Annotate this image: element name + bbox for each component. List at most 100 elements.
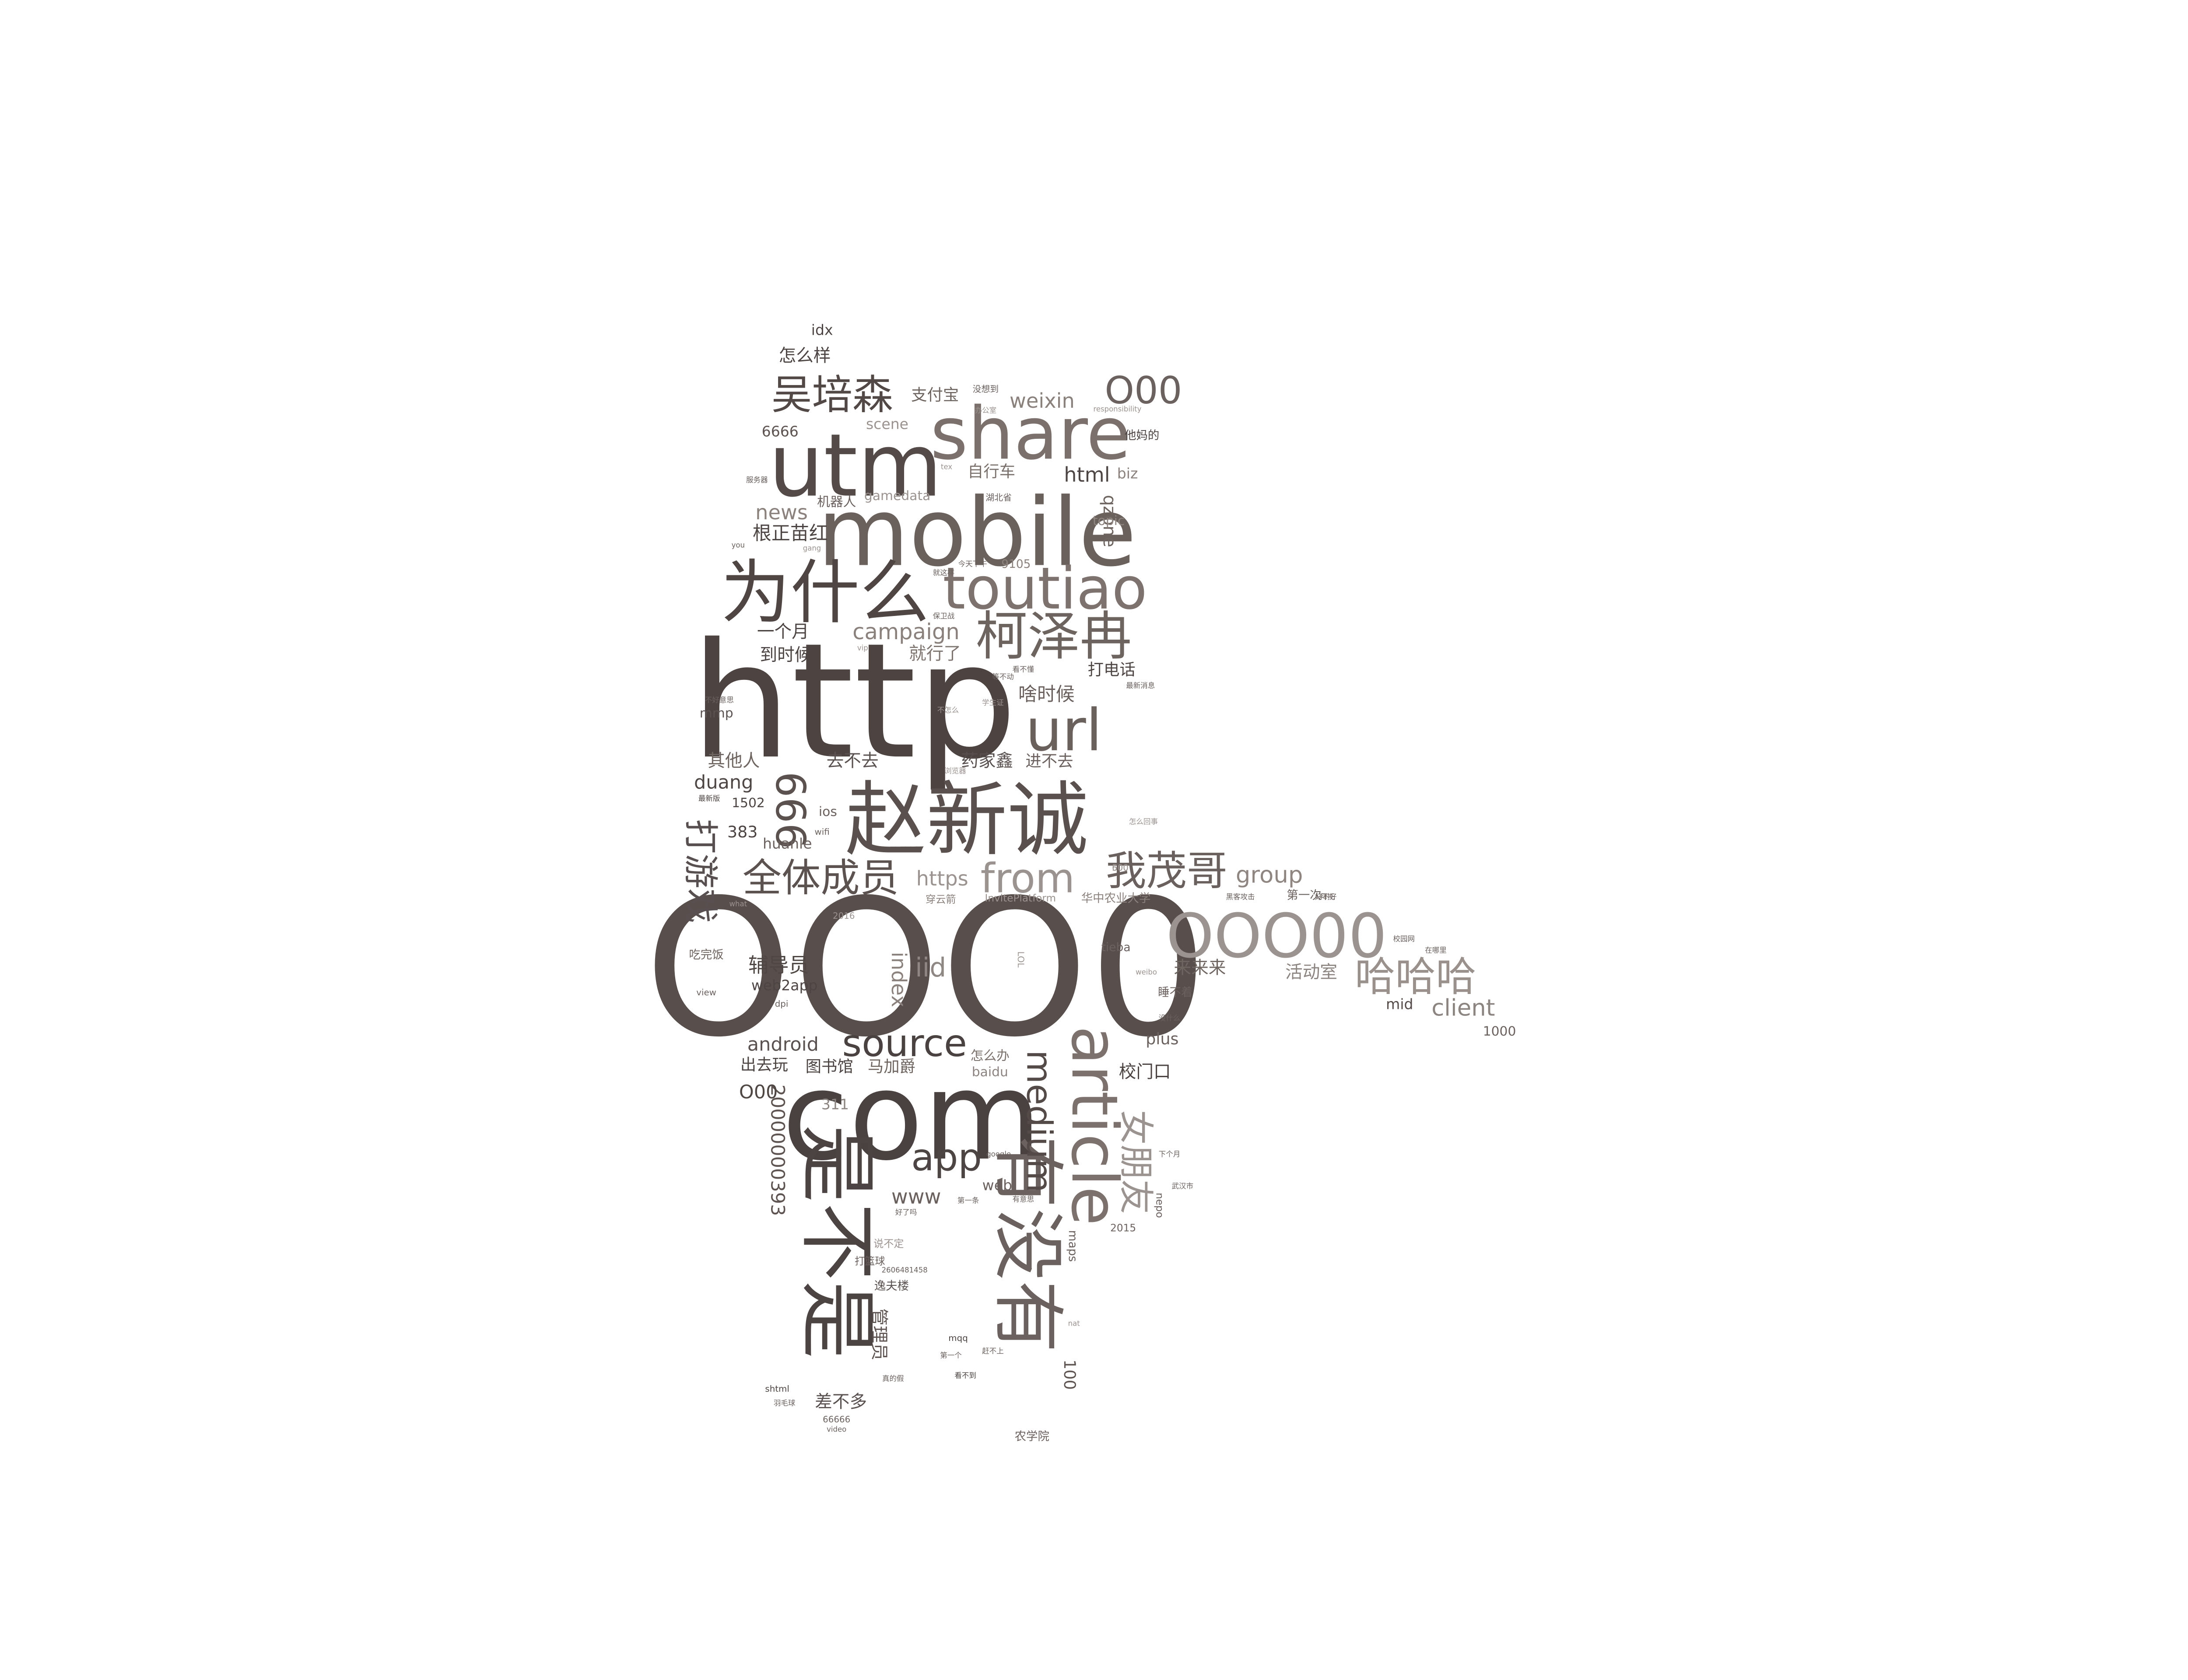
word-duang-43: duang: [694, 771, 754, 794]
word-mqq-105: mqq: [948, 1333, 968, 1344]
word-iid-29: iid: [915, 952, 947, 983]
word-index-32: index: [887, 952, 911, 1008]
word-cjk-129: 没什么: [1158, 1014, 1181, 1023]
word-web2app-77: web2app: [751, 976, 818, 994]
word-cjk-38: 根正苗红: [752, 522, 828, 545]
word-lol-99: LOL: [1015, 951, 1026, 968]
word-biz-60: biz: [1117, 465, 1138, 482]
word-cjk-118: 学生证: [982, 699, 1004, 707]
word-cjk-140: 真的假: [882, 1374, 904, 1383]
word-source-21: source: [842, 1021, 967, 1065]
word-311-75: 311: [821, 1096, 849, 1113]
word-cjk-130: 校园网: [1393, 934, 1415, 943]
word-cjk-7: 为什么: [721, 553, 929, 634]
word-cjk-121: 不好意思: [705, 696, 734, 704]
word-ios-83: ios: [818, 804, 837, 819]
word-nepo-91: nepo: [1154, 1193, 1165, 1218]
word-2606481458-151: 2606481458: [881, 1266, 928, 1274]
word-what-123: what: [729, 900, 747, 908]
word-6666-59: 6666: [761, 423, 799, 440]
word-cjk-18: 全体成员: [742, 855, 899, 901]
word-campaign-28: campaign: [852, 619, 960, 645]
word-cjk-131: 黑客攻击: [1226, 892, 1255, 901]
word-cjk-114: 今天下午: [958, 560, 987, 568]
word-cjk-71: 出去玩: [740, 1055, 788, 1074]
word-cjk-139: 赶不上: [982, 1347, 1004, 1355]
word-from-19: from: [980, 854, 1075, 902]
word-cjk-134: 第一条: [957, 1196, 979, 1205]
word-cjk-49: 就行了: [909, 644, 961, 664]
word-video-106: video: [827, 1425, 847, 1434]
word-100-80: 100: [1060, 1359, 1080, 1390]
word-1502-82: 1502: [732, 795, 765, 811]
word-nat-146: nat: [1068, 1320, 1080, 1328]
word-cjk-127: 武汉市: [1171, 1182, 1193, 1190]
word-ooo00-12: OOO00: [1166, 900, 1387, 972]
word-9105-62: 9105: [1001, 557, 1031, 571]
word-cjk-64: 活动室: [1285, 962, 1338, 982]
word-web-76: web: [982, 1176, 1013, 1194]
word-responsibility-112: responsibility: [1093, 405, 1142, 413]
word-mid-66: mid: [1386, 995, 1413, 1013]
word-mobile-3: mobile: [817, 477, 1137, 588]
word-20000000393-39: 20000000393: [766, 1085, 789, 1216]
word-cjk-98: 第一次: [1287, 889, 1322, 903]
word-cjk-69: 图书馆: [805, 1057, 853, 1076]
word-cjk-144: 在哪里: [1425, 946, 1447, 955]
word-cjk-78: 差不多: [815, 1392, 867, 1412]
word-dpi-102: dpi: [775, 999, 789, 1009]
word-inviteplatform-96: InvitePlatform: [985, 892, 1056, 904]
word-cjk-145: 有意思: [1012, 1195, 1034, 1204]
word-google-126: google: [986, 1150, 1011, 1159]
word-cjk-97: 穿云箭: [926, 894, 956, 906]
word-2016-103: 2016: [833, 910, 855, 921]
word-www-42: www: [891, 1185, 941, 1209]
word-cjk-122: 最新版: [698, 794, 720, 803]
word-com-2: com: [782, 1046, 1042, 1188]
word-cjk-95: 华中农业大学: [1081, 891, 1151, 905]
word-cjk-56: 机器人: [817, 494, 856, 510]
word-cjk-47: 进不去: [1025, 751, 1073, 770]
word-tieba-86: tieba: [1101, 941, 1131, 955]
word-66666-107: 66666: [823, 1414, 851, 1424]
word-cjk-124: 服务器: [746, 476, 768, 484]
word-cjk-68: 校门口: [1119, 1062, 1171, 1082]
word-cjk-52: 到时候: [760, 645, 812, 665]
word-cjk-119: 不怎么: [937, 706, 959, 714]
word-500-152: 500: [1112, 863, 1129, 873]
word-cjk-135: 好了吗: [895, 1208, 917, 1217]
word-cjk-72: 怎么办: [970, 1048, 1010, 1064]
word-cjk-116: 看不懂: [1012, 665, 1034, 674]
word-o00-74: O00: [739, 1081, 778, 1103]
word-cjk-142: 拜托: [1320, 892, 1335, 901]
word-cjk-55: 自行车: [968, 462, 1016, 481]
word-weixin-34: weixin: [1009, 389, 1075, 413]
word-wifi-100: wifi: [814, 826, 830, 837]
word-gang-150: gang: [803, 544, 821, 553]
word-news-37: news: [755, 500, 808, 524]
word-cjk-46: 药家鑫: [961, 750, 1013, 771]
word-cjk-48: 其他人: [708, 750, 760, 771]
word-cjk-13: 柯泽冉: [975, 606, 1132, 667]
word-cjk-88: 吃完饭: [689, 948, 724, 962]
word-group-27: group: [1235, 861, 1303, 889]
word-app-22: app: [911, 1135, 982, 1180]
word-html-35: html: [1064, 462, 1110, 486]
word-mmp-84: mmp: [699, 705, 733, 721]
word-383-81: 383: [727, 822, 758, 841]
word-plus-67: plus: [1146, 1029, 1179, 1048]
word-cjk-94: 说不定: [873, 1238, 904, 1250]
word-1000-85: 1000: [1483, 1024, 1516, 1040]
word-cjk-138: 第一个: [940, 1351, 962, 1360]
word-share-5: share: [930, 392, 1131, 476]
word-cjk-6: 赵新诚: [845, 773, 1089, 868]
word-cjk-108: 农学院: [1014, 1430, 1049, 1444]
word-cjk-132: 怎么回事: [1129, 817, 1158, 826]
word-vip-147: vip: [857, 644, 868, 652]
word-https-41: https: [916, 866, 968, 890]
word-cjk-93: 打篮球: [855, 1256, 885, 1267]
word-idx-63: idx: [811, 321, 833, 339]
word-android-33: android: [747, 1033, 819, 1056]
word-utm-4: utm: [768, 415, 943, 516]
